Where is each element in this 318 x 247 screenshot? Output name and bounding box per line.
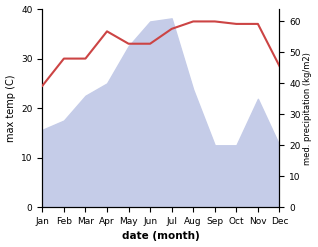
X-axis label: date (month): date (month) (122, 231, 200, 242)
Y-axis label: med. precipitation (kg/m2): med. precipitation (kg/m2) (303, 52, 313, 165)
Y-axis label: max temp (C): max temp (C) (5, 74, 16, 142)
